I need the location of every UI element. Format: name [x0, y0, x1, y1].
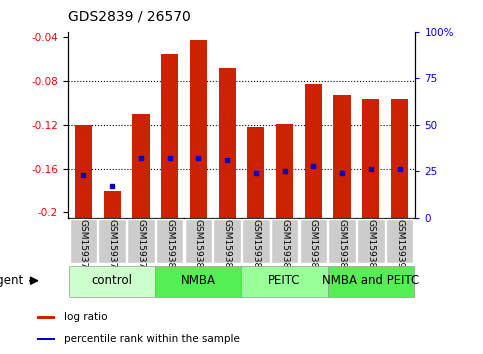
Text: NMBA: NMBA [181, 274, 216, 287]
Bar [156, 219, 184, 263]
Bar [132, 114, 150, 218]
Text: GSM159378: GSM159378 [136, 219, 145, 274]
Bar [271, 219, 298, 263]
Bar [305, 84, 322, 218]
Text: GSM159389: GSM159389 [366, 219, 375, 274]
Bar [161, 54, 178, 218]
Text: control: control [92, 274, 133, 287]
Bar [276, 124, 293, 218]
Bar [185, 219, 212, 263]
Bar [362, 98, 380, 218]
Text: GSM159376: GSM159376 [79, 219, 88, 274]
Text: percentile rank within the sample: percentile rank within the sample [64, 334, 240, 344]
Text: GSM159386: GSM159386 [280, 219, 289, 274]
Text: GSM159388: GSM159388 [338, 219, 347, 274]
Bar [328, 219, 356, 263]
Bar [127, 219, 155, 263]
Text: log ratio: log ratio [64, 312, 108, 322]
Bar [386, 219, 413, 263]
Bar [247, 127, 265, 218]
Bar [70, 219, 97, 263]
Bar [190, 40, 207, 218]
Text: PEITC: PEITC [269, 274, 301, 287]
Bar [213, 219, 241, 263]
Bar [103, 192, 121, 218]
Text: NMBA and PEITC: NMBA and PEITC [322, 274, 419, 287]
Bar [242, 219, 270, 263]
Bar [37, 338, 56, 340]
Text: GDS2839 / 26570: GDS2839 / 26570 [68, 9, 190, 23]
Bar [299, 219, 327, 263]
Bar [333, 95, 351, 218]
Bar [69, 266, 155, 297]
Text: GSM159377: GSM159377 [108, 219, 117, 274]
Bar [357, 219, 384, 263]
Bar [75, 125, 92, 218]
Text: GSM159390: GSM159390 [395, 219, 404, 274]
Bar [37, 316, 56, 319]
Text: GSM159381: GSM159381 [165, 219, 174, 274]
Bar [328, 266, 414, 297]
Bar [99, 219, 126, 263]
Text: GSM159383: GSM159383 [194, 219, 203, 274]
Text: GSM159387: GSM159387 [309, 219, 318, 274]
Text: agent: agent [0, 274, 24, 287]
Text: GSM159384: GSM159384 [223, 219, 232, 274]
Text: GSM159385: GSM159385 [251, 219, 260, 274]
Bar [218, 68, 236, 218]
Bar [391, 98, 408, 218]
Bar [155, 266, 242, 297]
Bar [242, 266, 328, 297]
